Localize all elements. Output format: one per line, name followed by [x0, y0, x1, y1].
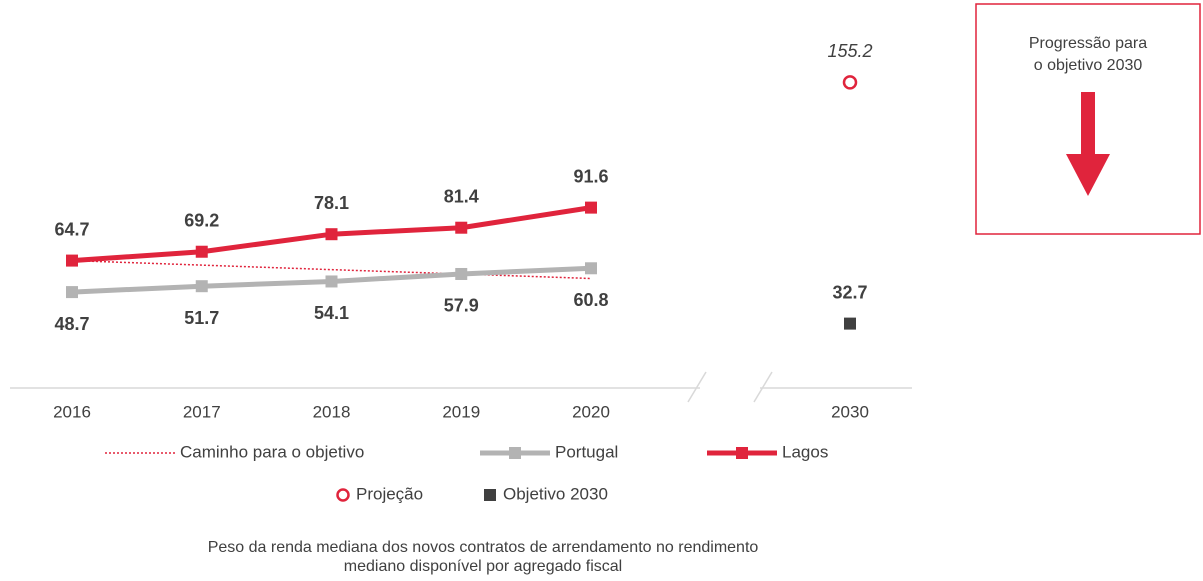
data-label: 81.4 — [444, 186, 479, 206]
data-label: 60.8 — [573, 290, 608, 310]
legend-label: Objetivo 2030 — [503, 484, 608, 503]
point — [195, 245, 208, 258]
point — [66, 286, 78, 299]
annotation-text: o objetivo 2030 — [1034, 57, 1143, 74]
axis-break — [687, 371, 707, 403]
legend-swatch — [336, 488, 350, 502]
series-line — [71, 259, 592, 280]
data-label: 57.9 — [444, 296, 479, 316]
arrow-head — [1066, 154, 1110, 196]
legend-swatch — [509, 447, 521, 459]
data-label: 78.1 — [314, 193, 349, 213]
point — [842, 75, 858, 90]
arrow-shaft — [1081, 92, 1095, 158]
point — [844, 317, 856, 330]
point — [455, 221, 468, 234]
data-label: 32.7 — [832, 282, 867, 302]
point — [325, 228, 338, 241]
data-label: 155.2 — [827, 41, 872, 61]
x-tick-label: 2018 — [313, 402, 351, 421]
axis-break — [753, 371, 773, 403]
legend-swatch — [736, 447, 748, 459]
point — [585, 201, 597, 214]
legend-label: Lagos — [782, 442, 828, 461]
point — [66, 254, 78, 267]
point — [455, 267, 468, 280]
legend-label: Projeção — [356, 484, 423, 503]
x-tick-label: 2030 — [831, 402, 869, 421]
legend-swatch — [484, 489, 496, 501]
data-label: 64.7 — [54, 219, 89, 239]
annotation-text: Progressão para — [1029, 35, 1147, 52]
x-tick-label: 2016 — [53, 402, 91, 421]
annotation-box — [975, 3, 1201, 235]
x-tick-label: 2017 — [183, 402, 221, 421]
data-label: 54.1 — [314, 303, 349, 323]
caption: Peso da renda mediana dos novos contrato… — [208, 539, 759, 556]
point — [325, 275, 338, 288]
point — [585, 262, 597, 275]
data-label: 51.7 — [184, 308, 219, 328]
legend-label: Caminho para o objetivo — [180, 442, 364, 461]
caption: mediano disponível por agregado fiscal — [344, 558, 622, 575]
x-tick-label: 2019 — [442, 402, 480, 421]
x-tick-label: 2020 — [572, 402, 610, 421]
data-label: 91.6 — [573, 166, 608, 186]
data-label: 48.7 — [54, 314, 89, 334]
data-label: 69.2 — [184, 210, 219, 230]
legend-label: Portugal — [555, 442, 618, 461]
point — [195, 280, 208, 293]
